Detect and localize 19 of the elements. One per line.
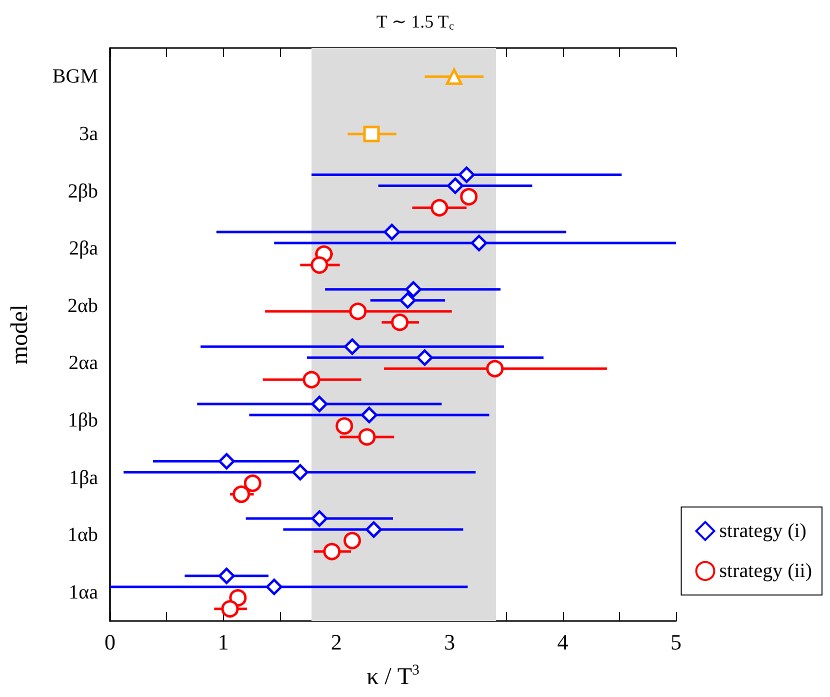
y-tick-label: 2βa (68, 238, 98, 260)
y-tick-label: 1βa (68, 466, 98, 489)
y-tick-label: 2αb (68, 294, 98, 317)
y-tick-label: 2βb (68, 180, 98, 202)
x-tick-label: 5 (670, 630, 682, 654)
y-tick-label: 1αa (68, 581, 98, 604)
y-tick-label: 3a (79, 122, 98, 145)
x-tick-label: 3 (444, 630, 456, 654)
y-tick-label: BGM (52, 66, 98, 88)
y-axis-title: model (7, 304, 33, 364)
x-tick-label: 4 (557, 630, 568, 654)
legend-label: strategy (i) (719, 520, 806, 542)
x-tick-label: 0 (104, 630, 116, 654)
y-tick-label: 1αb (68, 524, 98, 546)
x-tick-label: 1 (218, 630, 229, 654)
y-tick-label: 2αa (68, 352, 98, 374)
legend-label: strategy (ii) (719, 560, 812, 582)
x-tick-label: 2 (330, 630, 342, 654)
y-tick-label: 1βb (68, 409, 98, 432)
